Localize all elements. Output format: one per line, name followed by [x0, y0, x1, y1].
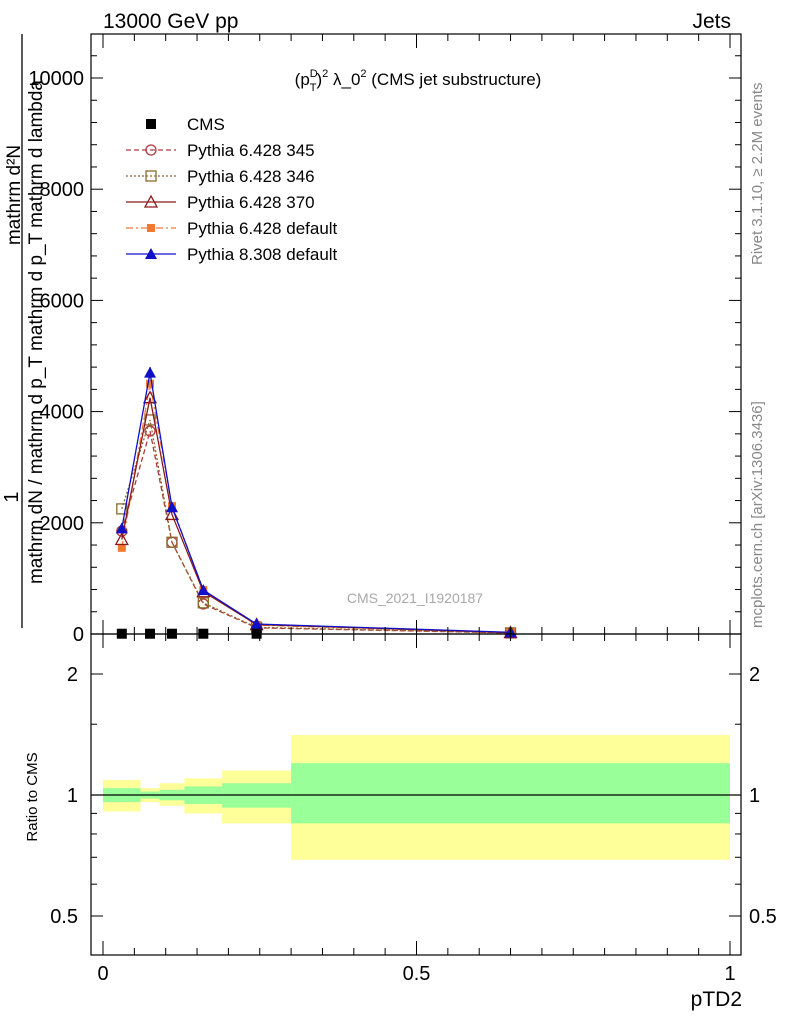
legend-label-p6def: Pythia 6.428 default — [187, 219, 338, 238]
legend: CMS Pythia 6.428 345 Pythia 6.428 346 Pythi… — [126, 115, 338, 264]
analysis-watermark: CMS_2021_I1920187 — [347, 590, 483, 606]
data-point-p345 — [144, 425, 156, 437]
xtick-label: 1 — [724, 963, 735, 985]
main-plot-panel: 0 2000 4000 6000 8000 10000 — [28, 33, 742, 646]
legend-marker-p6def — [147, 224, 155, 232]
data-point-p8def — [165, 501, 178, 513]
legend-label-p345: Pythia 6.428 345 — [187, 141, 315, 160]
legend-entry-cms: CMS — [146, 115, 225, 134]
main-ylabel: 1 mathrm d²N mathrm dN / mathrm d p_T ma… — [1, 34, 47, 628]
legend-entry-p346: Pythia 6.428 346 — [126, 167, 315, 186]
ratio-ytick-label-left: 0.5 — [50, 906, 78, 928]
legend-entry-p8def: Pythia 8.308 default — [126, 245, 338, 264]
mcplots-label: mcplots.cern.ch [arXiv:1306.3436] — [749, 401, 766, 628]
ratio-band-inner-5 — [291, 763, 730, 824]
data-point-p8def — [250, 617, 263, 629]
data-point-p346 — [166, 536, 178, 548]
series-line-p346 — [121, 419, 511, 634]
xtick-label: 0.5 — [403, 963, 431, 985]
header-jets-label: Jets — [692, 10, 731, 33]
ratio-plot-panel: 0 0.5 1 0.5 0.5 1 1 2 2 — [50, 34, 777, 985]
ratio-ytick-label-right: 0.5 — [749, 906, 777, 928]
legend-marker-cms — [146, 119, 156, 129]
main-title: (pD T)2 λ_02 (CMS jet substructure) — [295, 68, 542, 94]
ratio-ytick-label-left: 2 — [67, 664, 78, 686]
xtick-label: 0 — [97, 963, 108, 985]
header-collision-label: 13000 GeV pp — [103, 10, 238, 33]
legend-entry-p370: Pythia 6.428 370 — [126, 193, 315, 212]
main-ytick-label: 6000 — [40, 290, 85, 312]
series-line-p8def — [121, 372, 511, 633]
legend-marker-p8def — [145, 248, 157, 259]
ratio-ylabel: Ratio to CMS — [24, 752, 41, 841]
rivet-version-label: Rivet 3.1.10, ≥ 2.2M events — [749, 83, 766, 266]
data-point-p346 — [116, 503, 128, 515]
data-point-p346 — [197, 597, 209, 609]
ratio-ytick-label-right: 2 — [749, 664, 760, 686]
legend-marker-p370 — [143, 194, 159, 208]
main-ytick-label: 8000 — [40, 179, 85, 201]
legend-marker-p346 — [145, 170, 157, 182]
legend-marker-p345 — [145, 144, 157, 156]
legend-entry-p345: Pythia 6.428 345 — [126, 141, 315, 160]
ratio-ytick-label-left: 1 — [67, 785, 78, 807]
main-ytick-label: 2000 — [40, 513, 85, 535]
data-point-p6def — [117, 543, 126, 552]
legend-entry-p6def: Pythia 6.428 default — [126, 219, 338, 238]
legend-label-p346: Pythia 6.428 346 — [187, 167, 315, 186]
data-point-p370 — [114, 532, 129, 546]
main-ytick-label: 0 — [73, 624, 84, 646]
data-point-p6def — [146, 379, 155, 388]
main-ylabel-numerator: mathrm d²N — [4, 145, 25, 245]
data-point-p8def — [144, 366, 157, 378]
legend-label-p8def: Pythia 8.308 default — [187, 245, 338, 264]
main-ylabel-top: 1 — [1, 491, 23, 502]
main-ytick-label: 10000 — [28, 68, 84, 90]
legend-label-p370: Pythia 6.428 370 — [187, 193, 315, 212]
ratio-ytick-label-right: 1 — [749, 785, 760, 807]
data-point-p8def — [115, 522, 128, 534]
main-ytick-label: 4000 — [40, 402, 85, 424]
data-point-p8def — [197, 584, 210, 596]
main-ylabel-denominator: mathrm dN / mathrm d p_T mathrm d p_T ma… — [26, 80, 47, 584]
legend-label-cms: CMS — [187, 115, 225, 134]
data-point-p370 — [142, 390, 158, 404]
x-axis-label: pTD2 — [691, 988, 742, 1011]
